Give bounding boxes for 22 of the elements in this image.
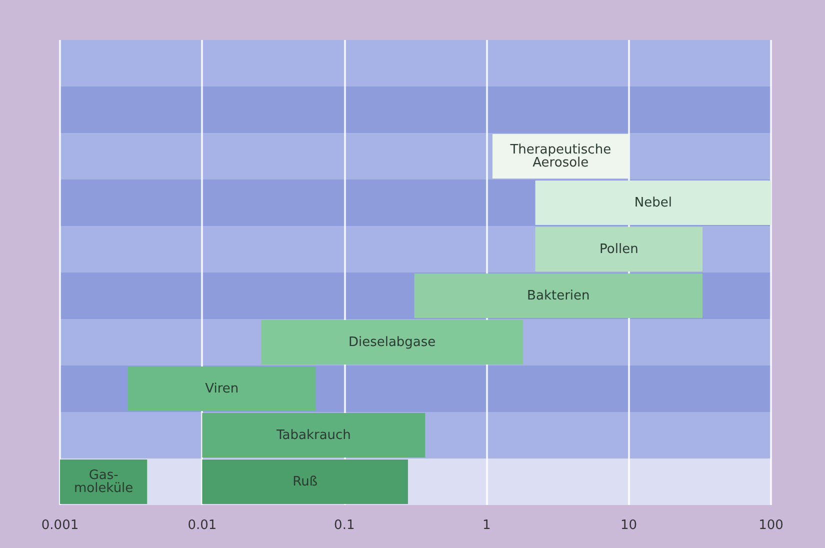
x-tick-label: 10: [620, 518, 638, 533]
x-tick-label: 100: [758, 518, 784, 533]
bar: [535, 180, 771, 225]
data-label: Therapeutische Aerosole: [509, 142, 612, 170]
x-tick-label: 0.1: [334, 518, 355, 533]
data-label: Viren: [205, 381, 239, 396]
bar: [414, 274, 703, 318]
bar: [202, 413, 426, 458]
x-tick-label: 0.001: [41, 518, 79, 533]
x-tick-label: 1: [482, 518, 491, 533]
bar: [128, 366, 316, 411]
data-label: Bakterien: [527, 288, 590, 304]
data-label: Ruß: [292, 474, 318, 490]
data-label: Dieselabgase: [348, 334, 436, 350]
bar: [261, 320, 523, 364]
bar: [535, 227, 703, 272]
x-tick-label: 0.01: [188, 518, 217, 533]
data-label: Nebel: [634, 195, 672, 210]
data-label: Gas- moleküle: [74, 468, 134, 496]
data-label: Tabakrauch: [275, 428, 351, 443]
bar: [202, 460, 408, 504]
data-label: Pollen: [600, 242, 638, 257]
